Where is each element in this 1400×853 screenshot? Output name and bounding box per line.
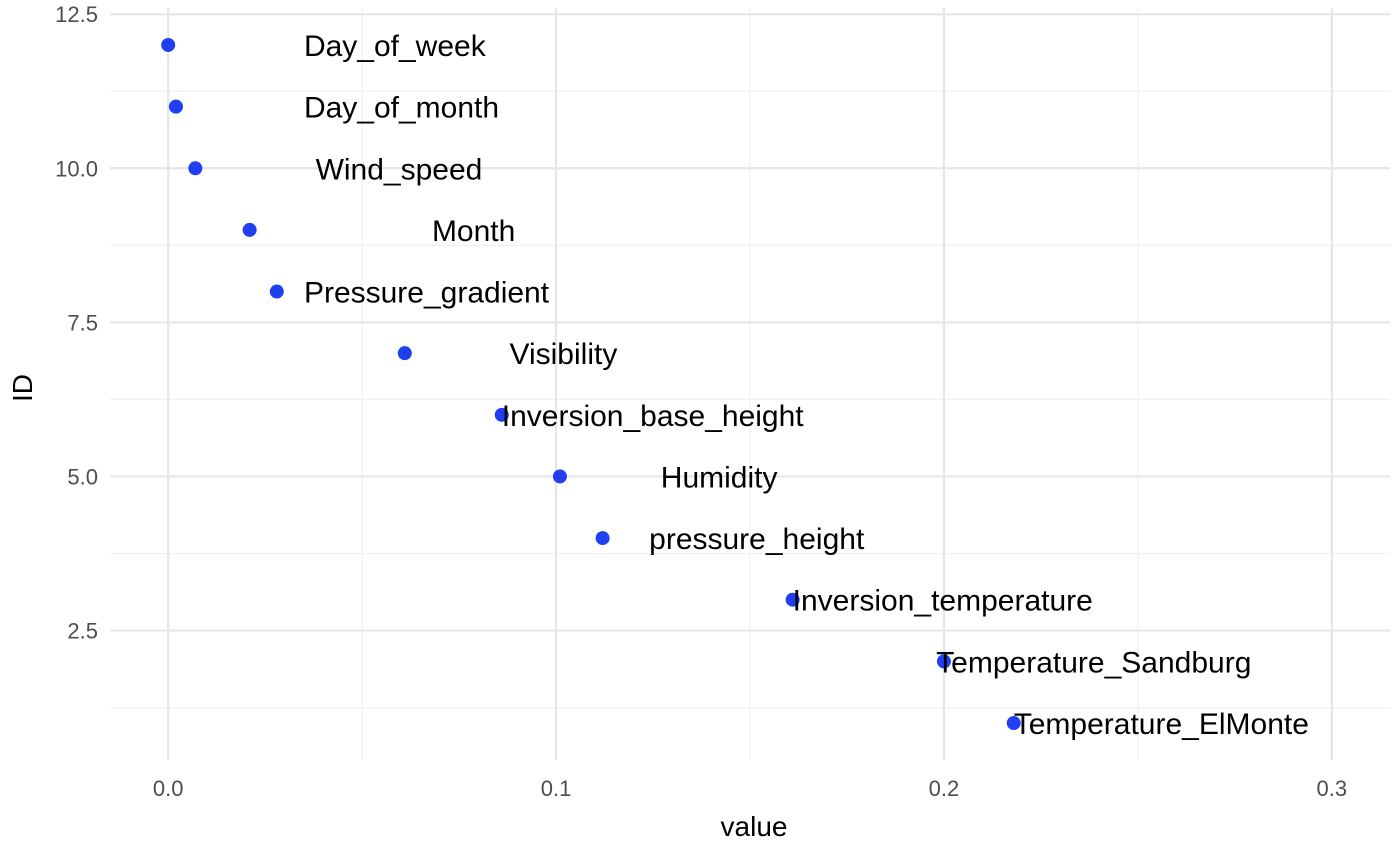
y-tick-label: 7.5 — [67, 310, 98, 335]
point-label: Visibility — [510, 338, 618, 371]
point-label: Temperature_Sandburg — [936, 646, 1251, 679]
grid-lines — [110, 8, 1390, 760]
data-point — [242, 222, 257, 237]
point-label: Month — [432, 215, 515, 248]
data-point — [397, 346, 412, 361]
point-label: Wind_speed — [316, 153, 483, 186]
data-point — [595, 531, 610, 546]
data-point — [188, 161, 203, 176]
point-label: Inversion_base_height — [502, 400, 805, 433]
axis-tick-labels: 0.0 0.1 0.2 0.3 2.5 5.0 7.5 10.0 12.5 — [55, 2, 1347, 801]
y-tick-label: 5.0 — [67, 464, 98, 489]
y-tick-label: 12.5 — [55, 2, 98, 27]
point-label: pressure_height — [649, 523, 865, 556]
y-tick-label: 10.0 — [55, 156, 98, 181]
x-tick-label: 0.2 — [929, 776, 960, 801]
data-point — [785, 592, 800, 607]
x-axis-title: value — [721, 811, 788, 842]
data-points — [161, 37, 1021, 731]
point-label: Temperature_ElMonte — [1014, 708, 1309, 741]
point-label: Humidity — [661, 461, 778, 494]
x-tick-label: 0.0 — [153, 776, 184, 801]
x-tick-label: 0.1 — [541, 776, 572, 801]
point-labels: Day_of_week Day_of_month Wind_speed Month Pr… — [304, 30, 1309, 741]
data-point — [161, 37, 176, 52]
data-point — [1006, 716, 1021, 731]
y-axis-title: ID — [7, 374, 38, 402]
point-label: Day_of_week — [304, 30, 487, 63]
x-tick-label: 0.3 — [1317, 776, 1348, 801]
data-point — [168, 99, 183, 114]
data-point — [936, 654, 951, 669]
point-label: Day_of_month — [304, 92, 499, 125]
point-label: Pressure_gradient — [304, 277, 550, 310]
data-point — [269, 284, 284, 299]
data-point — [552, 469, 567, 484]
y-tick-label: 2.5 — [67, 619, 98, 644]
data-point — [494, 407, 509, 422]
point-label: Inversion_temperature — [793, 585, 1093, 618]
